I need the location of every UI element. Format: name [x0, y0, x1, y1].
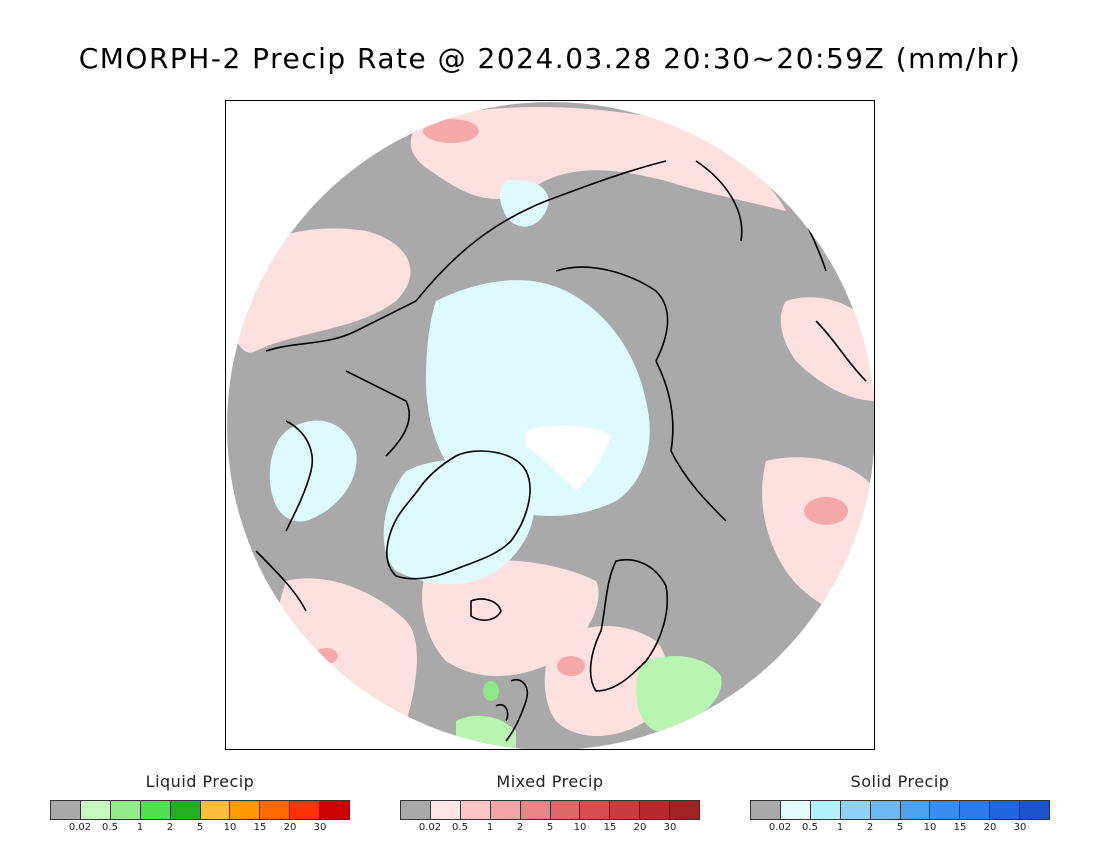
- legend-tick-label: 15: [603, 822, 617, 833]
- legend-tick-label: 1: [486, 822, 494, 833]
- legend-solid-precip: Solid Precip 0.02 0.5 1 2 5 10 15 20 30: [750, 770, 1050, 840]
- mixed-precip-spot: [314, 648, 338, 664]
- mixed-precip-spot: [557, 656, 585, 676]
- precip-map-canvas: [227, 102, 874, 749]
- legend-swatch: [580, 801, 611, 819]
- legend-tick-label: 30: [313, 822, 327, 833]
- legend-mixed-precip: Mixed Precip 0.02 0.5 1 2 5 10 15 20 30: [400, 770, 700, 840]
- legend-tick-label: 0.02: [768, 822, 792, 833]
- legend-tick-label: 2: [866, 822, 874, 833]
- legend-tick-label: 15: [253, 822, 267, 833]
- liquid-precip-spot: [483, 681, 499, 701]
- legend-swatch: [230, 801, 261, 819]
- legend-tick-label: 0.5: [102, 822, 118, 833]
- legend-tick-label: 1: [836, 822, 844, 833]
- coastline-eurasia-north: [415, 160, 727, 522]
- legend-swatch: [870, 801, 901, 819]
- legend-swatch: [640, 801, 671, 819]
- legend-swatch: [751, 801, 781, 819]
- legend-tick-label: 15: [953, 822, 967, 833]
- legend-tick-label: 1: [136, 822, 144, 833]
- legend-swatch: [140, 801, 171, 819]
- mixed-precip-region-ne: [780, 297, 874, 401]
- no-data-pole-area: [526, 425, 611, 491]
- coastline-scandinavia: [589, 559, 669, 692]
- legend-tick-label: 10: [573, 822, 587, 833]
- legend-swatch: [430, 801, 461, 819]
- legend-tick-label: 2: [166, 822, 174, 833]
- legend-ticks-liquid: 0.02 0.5 1 2 5 10 15 20 30: [50, 822, 350, 836]
- legend-tick-label: 2: [516, 822, 524, 833]
- mixed-precip-spot: [804, 497, 848, 525]
- legend-swatches-solid: [750, 800, 1050, 820]
- legend-swatch: [200, 801, 231, 819]
- legend-swatch: [930, 801, 961, 819]
- legend-swatch: [840, 801, 871, 819]
- legend-swatch: [320, 801, 350, 819]
- legend-swatch: [490, 801, 521, 819]
- legend-tick-label: 0.02: [68, 822, 92, 833]
- coastlines: [255, 160, 867, 742]
- coastline-greenland: [386, 450, 531, 580]
- legend-title-mixed: Mixed Precip: [496, 772, 604, 791]
- legend-swatch: [990, 801, 1021, 819]
- solid-precip-region-greenland: [383, 460, 535, 585]
- map-title: CMORPH-2 Precip Rate @ 2024.03.28 20:30~…: [78, 42, 1022, 75]
- legend-swatch: [780, 801, 811, 819]
- legend-tick-label: 0.5: [802, 822, 818, 833]
- legend-swatch: [170, 801, 201, 819]
- legend-swatch: [1020, 801, 1050, 819]
- legend-tick-label: 20: [983, 822, 997, 833]
- legend-tick-label: 10: [923, 822, 937, 833]
- legend-liquid-precip: Liquid Precip 0.02 0.5 1 2 5 10 15 20 30: [50, 770, 350, 840]
- mixed-precip-spot: [423, 119, 479, 143]
- solid-precip-region-canada: [269, 420, 357, 522]
- legend-tick-label: 5: [546, 822, 554, 833]
- mixed-precip-region-europe: [544, 626, 667, 736]
- coastline-iceland: [470, 598, 502, 621]
- legend-swatch: [960, 801, 991, 819]
- legend-tick-label: 0.02: [418, 822, 442, 833]
- coastline-north-america-arctic: [255, 300, 417, 612]
- legend-swatch: [290, 801, 321, 819]
- legend-tick-label: 10: [223, 822, 237, 833]
- legend-swatch: [900, 801, 931, 819]
- legend-swatch: [110, 801, 141, 819]
- legend-swatch: [670, 801, 700, 819]
- legend-tick-label: 30: [1013, 822, 1027, 833]
- legend-swatches-liquid: [50, 800, 350, 820]
- legend-ticks-solid: 0.02 0.5 1 2 5 10 15 20 30: [750, 822, 1050, 836]
- legend-swatches-mixed: [400, 800, 700, 820]
- solid-precip-region-siberia: [500, 180, 549, 227]
- legend-swatch: [401, 801, 431, 819]
- polar-precip-map: [225, 100, 875, 750]
- legend-tick-label: 5: [896, 822, 904, 833]
- legend-swatch: [550, 801, 581, 819]
- legend-tick-label: 5: [196, 822, 204, 833]
- legend-swatch: [80, 801, 111, 819]
- legend-swatch: [810, 801, 841, 819]
- legend-swatch: [51, 801, 81, 819]
- legend-tick-label: 20: [633, 822, 647, 833]
- coastline-british-isles: [495, 679, 529, 742]
- legend-swatch: [460, 801, 491, 819]
- legend-tick-label: 0.5: [452, 822, 468, 833]
- legend-tick-label: 30: [663, 822, 677, 833]
- legend-title-solid: Solid Precip: [850, 772, 950, 791]
- legend-tick-label: 20: [283, 822, 297, 833]
- legend-title-liquid: Liquid Precip: [145, 772, 255, 791]
- legend-ticks-mixed: 0.02 0.5 1 2 5 10 15 20 30: [400, 822, 700, 836]
- legend-swatch: [520, 801, 551, 819]
- legend-swatch: [260, 801, 291, 819]
- liquid-precip-region-europe: [636, 656, 722, 732]
- legend-swatch: [610, 801, 641, 819]
